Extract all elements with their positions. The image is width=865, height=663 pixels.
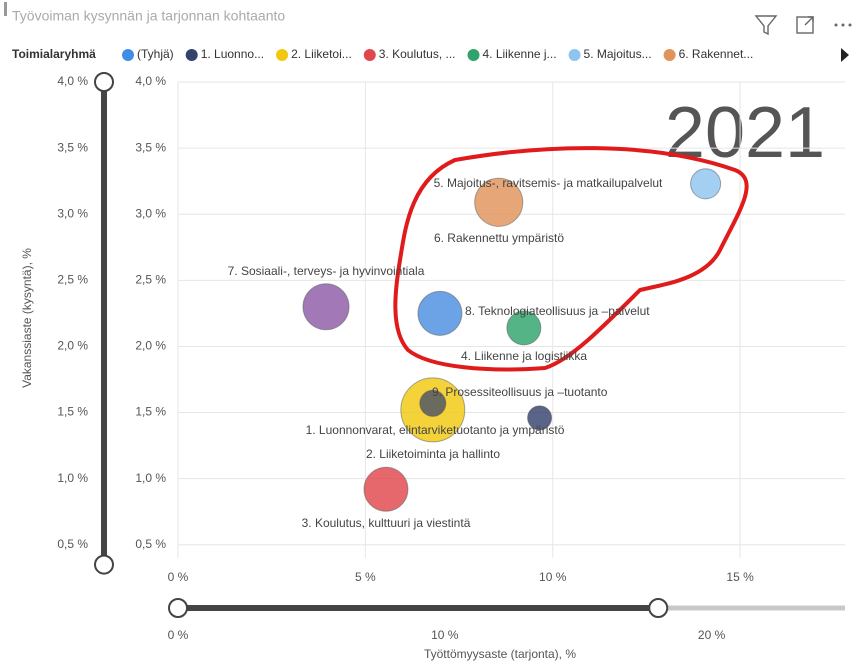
bubble-label: 8. Teknologiateollisuus ja –palvelut xyxy=(465,304,650,318)
legend-label: 4. Liikenne j... xyxy=(483,47,557,61)
dot xyxy=(841,23,845,27)
y-tick-label: 2,0 % xyxy=(135,339,166,353)
y-slider-label: 0,5 % xyxy=(57,537,88,551)
bubble xyxy=(506,310,542,346)
y-slider-label: 3,5 % xyxy=(57,140,88,154)
y-tick-label: 0,5 % xyxy=(135,537,166,551)
bubble xyxy=(527,405,553,431)
y-tick-label: 3,5 % xyxy=(135,140,166,154)
bubble xyxy=(419,389,447,417)
play-axis-year: 2021 xyxy=(665,93,825,173)
legend-swatch xyxy=(276,49,289,61)
y-tick-label: 1,0 % xyxy=(135,471,166,485)
hand-drawn-annotation xyxy=(393,146,749,372)
focus-shape xyxy=(796,16,814,34)
bubble-label: 5. Majoitus-, ravitsemis- ja matkailupal… xyxy=(434,176,663,190)
bubble-label: 7. Sosiaali-, terveys- ja hyvinvointiala xyxy=(228,264,425,278)
legend-swatch xyxy=(467,49,480,61)
y-slider-label: 3,0 % xyxy=(57,206,88,220)
bubble-label: 9. Prosessiteollisuus ja –tuotanto xyxy=(432,385,608,399)
bubble-label: 3. Koulutus, kulttuuri ja viestintä xyxy=(302,516,471,530)
legend-swatch xyxy=(568,49,581,61)
x-slider-label: 0 % xyxy=(168,628,189,642)
bubble xyxy=(363,466,409,512)
header-bar xyxy=(4,2,7,16)
y-tick-label: 4,0 % xyxy=(135,74,166,88)
legend-label: 5. Majoitus... xyxy=(584,47,652,61)
legend-label: (Tyhjä) xyxy=(137,47,174,61)
x-slider-label: 10 % xyxy=(431,628,459,642)
bubble-label: 2. Liiketoiminta ja hallinto xyxy=(366,447,500,461)
focus-icon[interactable] xyxy=(796,16,814,34)
legend-swatch xyxy=(363,49,376,61)
bubble-label: 1. Luonnonvarat, elintarviketuotanto ja … xyxy=(306,423,565,437)
y-tick-label: 2,5 % xyxy=(135,273,166,287)
more-icon[interactable] xyxy=(834,23,852,27)
x-tick-label: 15 % xyxy=(726,570,754,584)
bubbles xyxy=(302,168,722,512)
focus-arrow xyxy=(804,16,814,26)
legend-title: Toimialaryhmä xyxy=(12,47,96,61)
filter-icon[interactable] xyxy=(754,15,778,36)
y-axis-label: Vakanssiaste (kysyntä), % xyxy=(20,248,34,388)
legend-label: 2. Liiketoi... xyxy=(291,47,352,61)
grid xyxy=(177,81,845,558)
bubble xyxy=(417,290,463,336)
x-slider-label: 20 % xyxy=(698,628,726,642)
bubble-label: 4. Liikenne ja logistiikka xyxy=(461,349,587,363)
x-axis-label: Työttömyysaste (tarjonta), % xyxy=(424,647,576,661)
dot xyxy=(834,23,838,27)
y-slider-handle[interactable] xyxy=(94,72,114,92)
sliders xyxy=(94,72,845,618)
x-tick-label: 0 % xyxy=(168,570,189,584)
y-slider-label: 2,5 % xyxy=(57,273,88,287)
x-tick-label: 5 % xyxy=(355,570,376,584)
x-tick-label: 10 % xyxy=(539,570,567,584)
y-slider-label: 1,5 % xyxy=(57,405,88,419)
legend-label: 1. Luonno... xyxy=(201,47,264,61)
dot xyxy=(848,23,852,27)
legend-swatch xyxy=(185,49,198,61)
bubble xyxy=(474,177,524,227)
bubble xyxy=(302,283,350,331)
y-tick-label: 1,5 % xyxy=(135,405,166,419)
legend-label: 6. Rakennet... xyxy=(679,47,754,61)
y-slider-label: 4,0 % xyxy=(57,74,88,88)
x-slider-handle[interactable] xyxy=(648,598,669,618)
filter-shape xyxy=(754,15,778,36)
chart-title: Työvoiman kysynnän ja tarjonnan kohtaant… xyxy=(12,8,285,24)
y-slider-label: 2,0 % xyxy=(57,339,88,353)
x-slider-handle[interactable] xyxy=(168,598,188,618)
y-slider-label: 1,0 % xyxy=(57,471,88,485)
bubble xyxy=(690,168,722,200)
legend-swatch xyxy=(663,49,676,61)
legend-swatch xyxy=(122,49,134,61)
legend-next[interactable] xyxy=(841,48,849,62)
legend-label: 3. Koulutus, ... xyxy=(379,47,456,61)
bubble-label: 6. Rakennettu ympäristö xyxy=(434,231,564,245)
y-tick-label: 3,0 % xyxy=(135,206,166,220)
y-slider-handle[interactable] xyxy=(94,554,114,575)
